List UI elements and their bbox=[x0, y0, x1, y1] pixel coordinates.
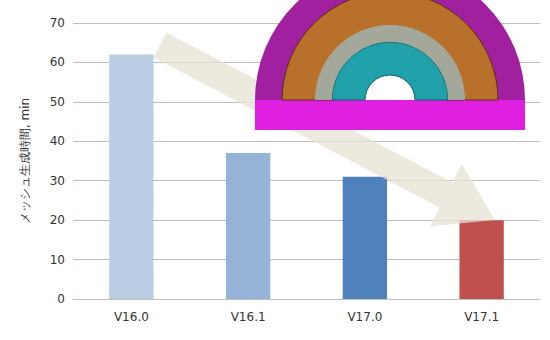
svg-text:10: 10 bbox=[50, 253, 65, 267]
svg-text:0: 0 bbox=[57, 292, 65, 306]
svg-text:V17.1: V17.1 bbox=[464, 310, 499, 324]
svg-text:メッシュ生成時間, min: メッシュ生成時間, min bbox=[18, 98, 32, 224]
svg-text:30: 30 bbox=[50, 174, 65, 188]
svg-text:20: 20 bbox=[50, 213, 65, 227]
svg-text:V16.0: V16.0 bbox=[114, 310, 149, 324]
svg-text:40: 40 bbox=[50, 134, 65, 148]
svg-text:V16.1: V16.1 bbox=[231, 310, 266, 324]
svg-text:V17.0: V17.0 bbox=[347, 310, 382, 324]
svg-text:60: 60 bbox=[50, 55, 65, 69]
svg-text:70: 70 bbox=[50, 16, 65, 30]
svg-text:50: 50 bbox=[50, 95, 65, 109]
